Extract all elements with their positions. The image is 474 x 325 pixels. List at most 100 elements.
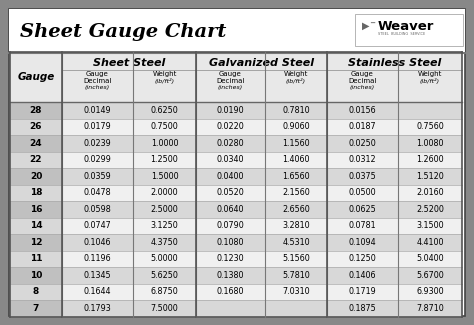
Text: 20: 20: [30, 172, 42, 181]
Text: 0.7810: 0.7810: [282, 106, 310, 115]
Text: Decimal: Decimal: [348, 78, 377, 84]
Text: (lb/ft²): (lb/ft²): [420, 78, 440, 84]
Text: 5.6700: 5.6700: [416, 271, 444, 280]
Text: 28: 28: [30, 106, 42, 115]
Text: 6.8750: 6.8750: [151, 287, 178, 296]
Bar: [10, 283, 462, 300]
Bar: [10, 201, 462, 217]
Text: 8: 8: [33, 287, 39, 296]
Text: 7.0310: 7.0310: [282, 287, 310, 296]
Text: 0.0187: 0.0187: [349, 122, 376, 131]
Text: 0.0179: 0.0179: [83, 122, 111, 131]
Text: (inches): (inches): [218, 85, 243, 90]
Text: 0.0598: 0.0598: [83, 205, 111, 214]
Text: 4.5310: 4.5310: [282, 238, 310, 247]
Text: 1.0080: 1.0080: [416, 139, 444, 148]
Text: 0.1046: 0.1046: [84, 238, 111, 247]
Text: 12: 12: [30, 238, 42, 247]
Bar: [10, 185, 462, 201]
Bar: [10, 251, 462, 267]
Text: 1.5000: 1.5000: [151, 172, 178, 181]
Bar: [10, 119, 62, 135]
Text: 0.1680: 0.1680: [217, 287, 244, 296]
Text: 0.6250: 0.6250: [151, 106, 178, 115]
Text: 2.5000: 2.5000: [151, 205, 178, 214]
Text: 0.0340: 0.0340: [217, 155, 244, 164]
Text: 2.0160: 2.0160: [416, 188, 444, 197]
Bar: [10, 267, 62, 283]
Text: 0.1875: 0.1875: [348, 304, 376, 313]
Text: 1.2500: 1.2500: [151, 155, 178, 164]
Text: 0.0520: 0.0520: [217, 188, 245, 197]
Text: 0.0400: 0.0400: [217, 172, 244, 181]
Text: Gauge: Gauge: [219, 71, 242, 77]
Text: 7.5000: 7.5000: [151, 304, 178, 313]
Text: 0.1230: 0.1230: [217, 254, 244, 263]
Text: 6.9300: 6.9300: [416, 287, 444, 296]
Bar: [10, 168, 62, 185]
Bar: [10, 234, 62, 251]
Text: 0.1793: 0.1793: [83, 304, 111, 313]
Bar: [10, 151, 62, 168]
Bar: [10, 119, 462, 135]
Bar: [10, 283, 62, 300]
Text: 1.6560: 1.6560: [282, 172, 310, 181]
Text: Weight: Weight: [418, 71, 442, 77]
Text: 2.1560: 2.1560: [282, 188, 310, 197]
Bar: [10, 102, 62, 119]
Text: 1.2600: 1.2600: [416, 155, 444, 164]
Bar: [10, 168, 462, 185]
Text: Gauge: Gauge: [351, 71, 374, 77]
Text: 0.0156: 0.0156: [349, 106, 376, 115]
Text: STEEL  BUILDING  SERVICE: STEEL BUILDING SERVICE: [378, 32, 425, 36]
Text: 1.1560: 1.1560: [282, 139, 310, 148]
Text: 0.1644: 0.1644: [84, 287, 111, 296]
Text: Stainless Steel: Stainless Steel: [348, 58, 441, 68]
Text: 26: 26: [30, 122, 42, 131]
Bar: [10, 135, 62, 151]
Text: 0.1094: 0.1094: [349, 238, 376, 247]
Text: 16: 16: [30, 205, 42, 214]
Text: 0.0250: 0.0250: [348, 139, 376, 148]
Text: 0.0299: 0.0299: [83, 155, 111, 164]
Text: 3.2810: 3.2810: [282, 221, 310, 230]
Text: Weight: Weight: [152, 71, 177, 77]
Text: 0.1719: 0.1719: [348, 287, 376, 296]
Text: 0.0640: 0.0640: [217, 205, 244, 214]
Bar: [10, 251, 62, 267]
Text: 24: 24: [30, 139, 42, 148]
Bar: [10, 151, 462, 168]
Bar: [10, 300, 62, 317]
Text: 0.1380: 0.1380: [217, 271, 244, 280]
Text: Sheet Gauge Chart: Sheet Gauge Chart: [20, 23, 227, 41]
Bar: [10, 135, 462, 151]
Text: 5.1560: 5.1560: [282, 254, 310, 263]
Bar: [10, 201, 62, 217]
Text: 0.1080: 0.1080: [217, 238, 244, 247]
Bar: [10, 267, 462, 283]
Bar: [10, 52, 62, 102]
Text: 4.3750: 4.3750: [151, 238, 178, 247]
Text: 0.0478: 0.0478: [84, 188, 111, 197]
Text: 1.0000: 1.0000: [151, 139, 178, 148]
Text: 0.0500: 0.0500: [349, 188, 376, 197]
Text: 0.1345: 0.1345: [84, 271, 111, 280]
Text: 5.7810: 5.7810: [282, 271, 310, 280]
Text: 0.9060: 0.9060: [282, 122, 310, 131]
Text: 0.1196: 0.1196: [84, 254, 111, 263]
Text: (inches): (inches): [350, 85, 375, 90]
Text: 0.0747: 0.0747: [83, 221, 111, 230]
Text: 0.0781: 0.0781: [349, 221, 376, 230]
Text: 0.0375: 0.0375: [348, 172, 376, 181]
Text: Gauge: Gauge: [18, 72, 55, 82]
Text: 7.8710: 7.8710: [416, 304, 444, 313]
Text: 2.5200: 2.5200: [416, 205, 444, 214]
Text: 14: 14: [30, 221, 42, 230]
Bar: [9, 9, 465, 53]
Text: Weight: Weight: [284, 71, 308, 77]
Text: 0.7560: 0.7560: [416, 122, 444, 131]
Bar: [10, 185, 62, 201]
Bar: [327, 52, 462, 102]
Bar: [355, 14, 463, 46]
Text: 2.0000: 2.0000: [151, 188, 178, 197]
